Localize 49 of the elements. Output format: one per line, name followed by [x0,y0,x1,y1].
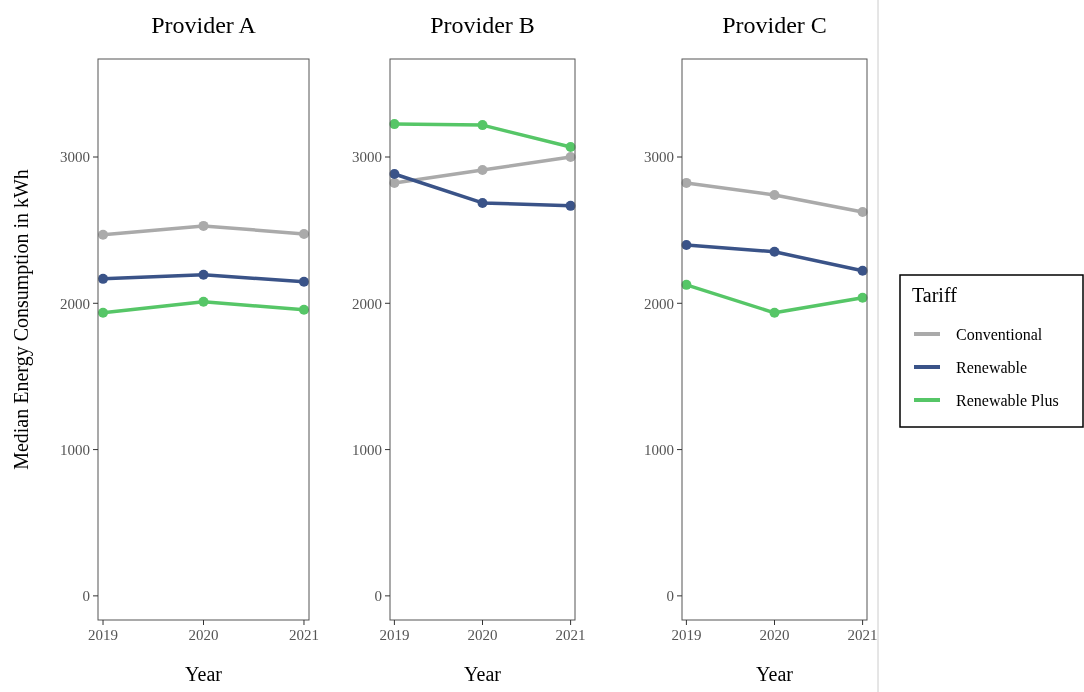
legend-label: Renewable [956,358,1028,376]
point [769,307,780,318]
x-tick-label: 2021 [847,627,878,643]
y-tick-label: 1000 [352,441,382,458]
y-tick-label: 3000 [352,149,382,166]
chart-title: Provider A [151,12,257,38]
point [98,273,109,284]
x-tick-label: 2020 [188,627,219,643]
point [298,228,309,239]
legend-label: Renewable Plus [956,391,1059,409]
y-tick-label: 2000 [352,295,382,312]
chart-title: Provider C [722,12,827,38]
y-tick-label: 2000 [60,295,90,312]
point [98,307,109,318]
point [198,220,209,231]
y-tick-label: 0 [374,588,382,605]
y-axis-title: Median Energy Consumption in kWh [10,169,33,470]
point [98,229,109,240]
point [857,207,868,218]
point [769,246,780,257]
y-tick-label: 3000 [60,149,90,166]
point [681,279,692,290]
y-tick-label: 2000 [644,295,674,312]
x-tick-label: 2020 [759,627,790,643]
point [198,296,209,307]
point [298,304,309,315]
x-axis-title: Year [756,663,794,685]
point [857,265,868,276]
legend-title: Tariff [912,284,958,306]
y-tick-label: 0 [666,588,674,605]
x-axis-title: Year [185,663,223,685]
y-tick-label: 3000 [644,149,674,166]
point [298,276,309,287]
x-tick-label: 2021 [288,627,319,643]
y-tick-label: 0 [82,588,90,605]
legend-label: Conventional [956,325,1043,343]
point [198,269,209,280]
x-axis-title: Year [464,663,502,685]
point [681,177,692,188]
chart-title: Provider B [430,12,535,38]
x-tick-label: 2019 [671,627,702,643]
y-tick-label: 1000 [644,441,674,458]
x-tick-label: 2020 [467,627,498,643]
point [769,190,780,201]
x-tick-label: 2019 [88,627,119,643]
x-tick-label: 2021 [555,627,586,643]
y-tick-label: 1000 [60,441,90,458]
point [681,239,692,250]
x-tick-label: 2019 [379,627,410,643]
